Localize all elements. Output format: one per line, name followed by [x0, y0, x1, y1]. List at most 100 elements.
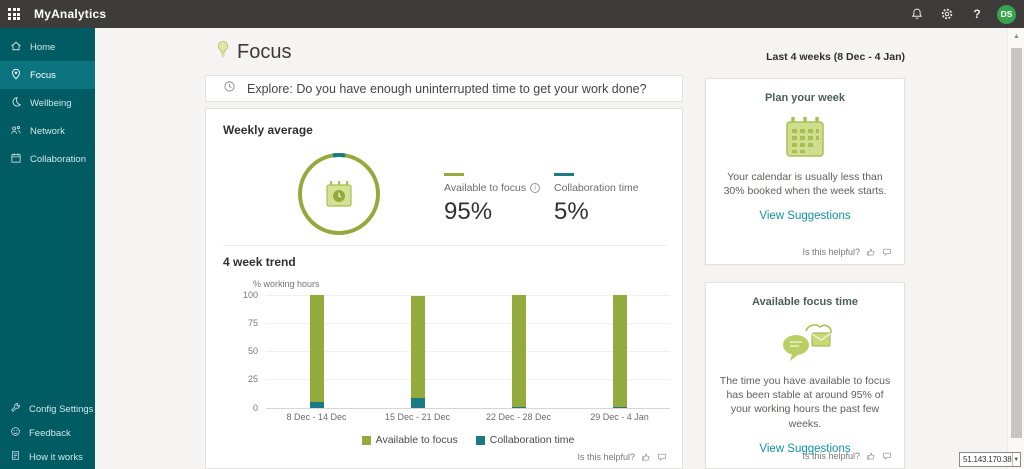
weekly-average-donut: [294, 149, 384, 239]
x-tick: 15 Dec - 21 Dec: [384, 412, 451, 422]
y-tick: 100: [242, 290, 258, 300]
helpful-text: Is this helpful?: [802, 247, 860, 257]
date-range-label: Last 4 weeks (8 Dec - 4 Jan): [766, 51, 905, 63]
sidebar-item-wellbeing[interactable]: Wellbeing: [0, 89, 95, 117]
view-suggestions-link[interactable]: View Suggestions: [759, 442, 851, 455]
card-body-text: The time you have available to focus has…: [719, 375, 891, 430]
sidebar-item-home[interactable]: Home: [0, 33, 95, 61]
help-icon[interactable]: ?: [973, 7, 981, 21]
section-divider: [223, 245, 667, 246]
chevron-down-icon: ▼: [1011, 453, 1020, 466]
gridline-75: [266, 323, 670, 324]
helpful-text: Is this helpful?: [802, 451, 860, 461]
calendar-icon: [706, 112, 904, 164]
sidebar-item-collaboration[interactable]: Collaboration: [0, 145, 95, 173]
document-icon: [10, 450, 21, 464]
sidebar-item-feedback[interactable]: Feedback: [0, 421, 95, 445]
page-header: Focus: [216, 40, 291, 64]
sidebar-item-label: Network: [30, 125, 65, 137]
card-body-text: Your calendar is usually less than 30% b…: [723, 171, 887, 198]
scroll-up-arrow-icon[interactable]: ▲: [1013, 32, 1020, 40]
metric-label: Collaboration time: [554, 182, 639, 194]
card-available-focus-time: Available focus time The time you have a…: [705, 282, 905, 469]
sidebar: Home Focus Wellbeing Network Collaborati…: [0, 28, 95, 469]
metric-value: 95%: [444, 198, 493, 225]
app-title: MyAnalytics: [34, 7, 107, 21]
x-axis-labels: 8 Dec - 14 Dec 15 Dec - 21 Dec 22 Dec - …: [266, 412, 670, 422]
card-plan-your-week: Plan your week Your calendar is usually …: [705, 78, 905, 265]
sidebar-nav: Home Focus Wellbeing Network Collaborati…: [0, 28, 95, 173]
scrollbar-thumb[interactable]: [1011, 48, 1022, 438]
x-axis-line: [266, 408, 670, 409]
sidebar-item-network[interactable]: Network: [0, 117, 95, 145]
gridline-50: [266, 351, 670, 352]
comment-icon[interactable]: [882, 451, 892, 461]
legend-collaboration-time: Collaboration time: [475, 434, 575, 446]
sidebar-item-label: Wellbeing: [30, 97, 72, 109]
y-tick: 25: [247, 374, 258, 384]
explore-question: Explore: Do you have enough uninterrupte…: [247, 81, 647, 96]
topbar-actions: ? DS: [907, 4, 1024, 24]
gridline-100: [266, 295, 670, 296]
trend-bar-week2[interactable]: [410, 296, 425, 408]
helpful-text: Is this helpful?: [577, 452, 635, 462]
trend-bar-week3[interactable]: [511, 295, 526, 408]
wellbeing-icon: [10, 96, 22, 111]
focus-main-panel: Weekly average Available to focus i 95%: [205, 108, 683, 469]
comment-icon[interactable]: [882, 247, 892, 257]
waffle-icon: [8, 8, 20, 20]
x-tick: 29 Dec - 4 Jan: [590, 412, 649, 422]
metric-available-to-focus: Available to focus i 95%: [444, 173, 554, 226]
sidebar-item-how-it-works[interactable]: How it works: [0, 445, 95, 469]
view-suggestions-link[interactable]: View Suggestions: [759, 210, 851, 223]
app-launcher-waffle-icon[interactable]: [0, 0, 28, 28]
sidebar-item-label: Config Settings: [29, 403, 94, 415]
chart-legend: Available to focus Collaboration time: [266, 434, 670, 446]
sidebar-item-label: Feedback: [29, 427, 71, 439]
thumbs-up-icon[interactable]: [866, 451, 876, 461]
metric-swatch: [444, 173, 464, 176]
sidebar-item-focus[interactable]: Focus: [0, 61, 95, 89]
y-tick: 50: [247, 346, 258, 356]
x-tick: 8 Dec - 14 Dec: [286, 412, 347, 422]
y-axis-label: % working hours: [253, 279, 320, 289]
legend-swatch: [475, 435, 485, 445]
comment-icon[interactable]: [657, 452, 667, 462]
info-icon[interactable]: i: [530, 183, 541, 193]
helpful-prompt: Is this helpful?: [802, 247, 892, 257]
y-tick: 75: [247, 318, 258, 328]
ip-selector[interactable]: 51.143.170.38 ▼: [959, 452, 1021, 467]
trend-plot: [266, 295, 670, 408]
legend-available-to-focus: Available to focus: [361, 434, 458, 446]
sidebar-item-label: Home: [30, 41, 56, 53]
topbar: MyAnalytics ? DS: [0, 0, 1024, 28]
x-tick: 22 Dec - 28 Dec: [485, 412, 552, 422]
card-title: Available focus time: [752, 296, 858, 308]
legend-swatch: [361, 435, 371, 445]
sidebar-item-label: How it works: [29, 451, 83, 463]
legend-label: Collaboration time: [489, 434, 575, 446]
trend-title: 4 week trend: [223, 255, 296, 269]
weekly-average-title: Weekly average: [223, 123, 313, 137]
card-title: Plan your week: [764, 92, 846, 104]
explore-banner[interactable]: Explore: Do you have enough uninterrupte…: [205, 75, 683, 102]
trend-bar-week4[interactable]: [612, 295, 627, 408]
calendar-clock-icon: [326, 181, 352, 207]
metric-collaboration-time: Collaboration time 5%: [554, 173, 664, 226]
sidebar-item-config-settings[interactable]: Config Settings: [0, 397, 95, 421]
home-icon: [10, 40, 22, 55]
notifications-bell-icon[interactable]: [907, 4, 927, 24]
metric-label: Available to focus: [444, 182, 527, 194]
user-avatar[interactable]: DS: [997, 4, 1016, 24]
network-icon: [10, 124, 22, 139]
thumbs-up-icon[interactable]: [866, 247, 876, 257]
settings-gear-icon[interactable]: [937, 4, 957, 24]
lightbulb-icon: [216, 40, 230, 64]
ip-address: 51.143.170.38: [963, 455, 1012, 464]
metric-value: 5%: [554, 198, 589, 225]
thumbs-up-icon[interactable]: [641, 452, 651, 462]
trend-bar-week1[interactable]: [309, 295, 324, 408]
collaboration-icon: [10, 152, 22, 167]
vertical-scrollbar[interactable]: ▲: [1007, 28, 1024, 469]
